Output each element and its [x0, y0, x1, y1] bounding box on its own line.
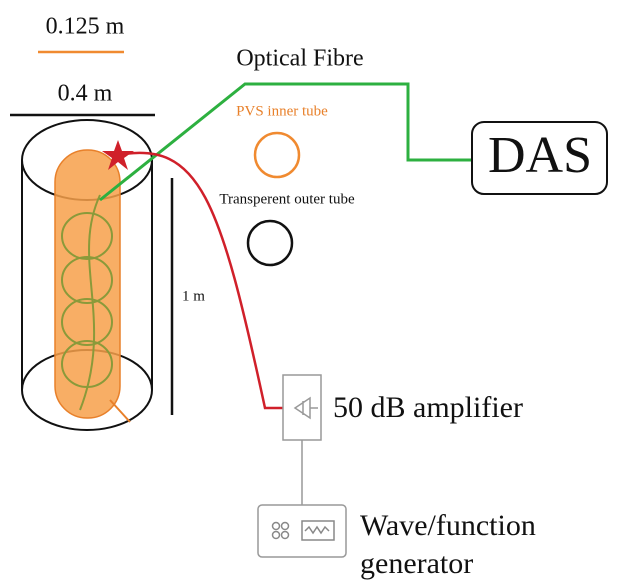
- outer-tube-label: Transperent outer tube: [219, 191, 355, 207]
- generator-icon: [271, 520, 335, 541]
- fibre-coil: [61, 194, 113, 411]
- das-label: DAS: [488, 127, 592, 184]
- inner-tube-label: PVS inner tube: [236, 103, 328, 119]
- signal-cable: [117, 151, 285, 410]
- optical-fibre: [99, 82, 472, 202]
- scale-label: 1 m: [182, 288, 205, 304]
- scale-label: 0.125 m: [46, 14, 125, 40]
- amplifier-icon: [293, 396, 318, 420]
- outer-tube-icon: [246, 219, 294, 267]
- das-box: [471, 121, 608, 195]
- amplifier-label: 50 dB amplifier: [333, 391, 523, 424]
- fibre-label: Optical Fibre: [236, 46, 363, 72]
- generator-label: Wave/function: [360, 509, 536, 542]
- source-star: [102, 140, 134, 170]
- tube-end: [109, 399, 131, 423]
- generator-label: generator: [360, 547, 473, 580]
- inner-tube-icon: [253, 131, 301, 179]
- scale-label: 0.4 m: [58, 81, 113, 107]
